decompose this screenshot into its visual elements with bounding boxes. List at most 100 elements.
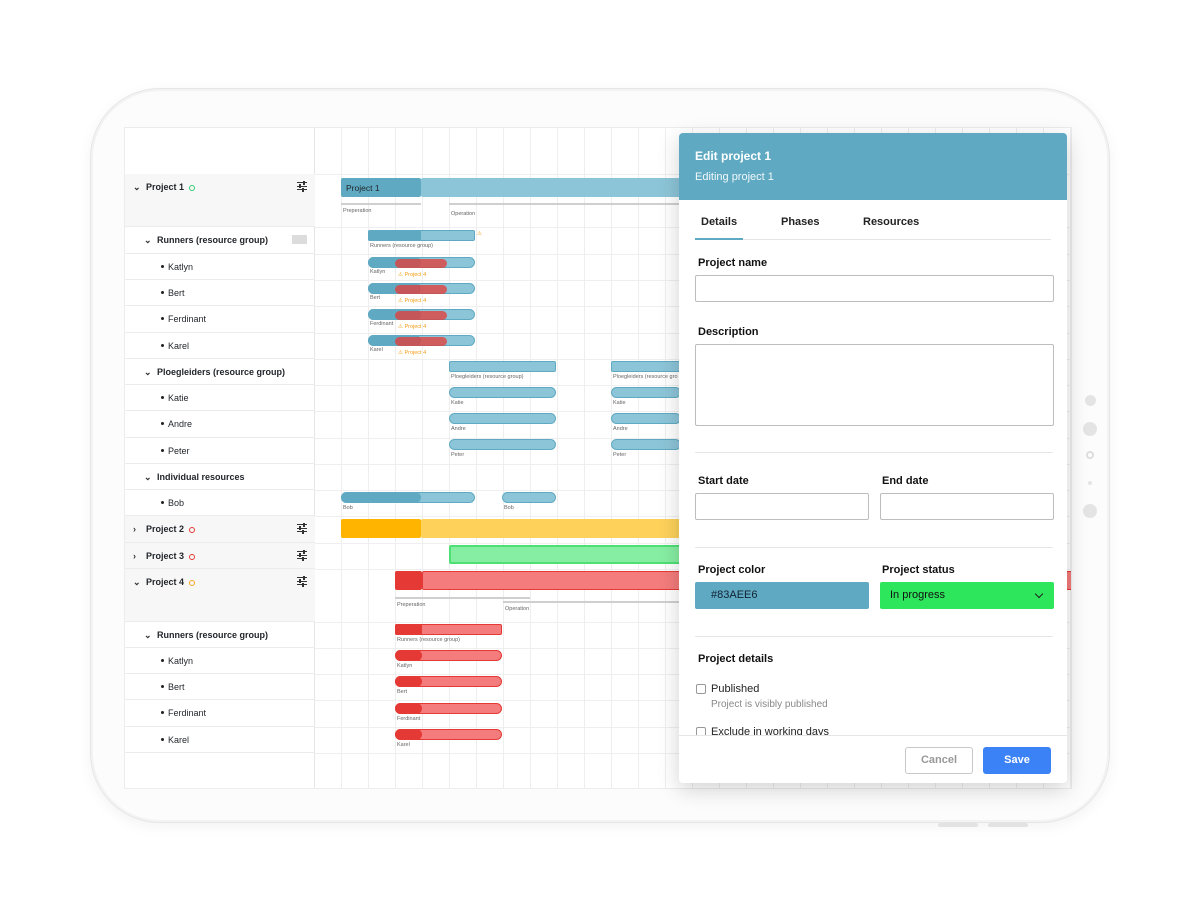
resource-bar[interactable] bbox=[449, 439, 556, 450]
grid-column-line bbox=[449, 128, 450, 788]
project-1-bar[interactable] bbox=[341, 178, 421, 197]
sliders-icon[interactable] bbox=[297, 522, 307, 534]
resource-bar-done[interactable] bbox=[368, 283, 421, 294]
project-2-bar[interactable] bbox=[341, 519, 421, 538]
resource-bar-done[interactable] bbox=[395, 729, 422, 740]
chevron-right-icon[interactable]: › bbox=[133, 551, 136, 561]
tab-phases[interactable]: Phases bbox=[781, 216, 820, 228]
resource-bar[interactable] bbox=[611, 413, 681, 424]
tree-row-person[interactable]: Ferdinant bbox=[125, 700, 315, 727]
tree-row-group[interactable]: ⌄ Individual resources bbox=[125, 464, 315, 490]
resource-bar[interactable] bbox=[502, 492, 556, 503]
resource-bar[interactable] bbox=[449, 413, 556, 424]
bar-label: Katie bbox=[613, 400, 626, 406]
tree-row-project-2[interactable]: › Project 2 bbox=[125, 516, 315, 543]
tab-resources[interactable]: Resources bbox=[863, 216, 920, 228]
tree-row-project-4[interactable]: ⌄ Project 4 bbox=[125, 569, 315, 622]
tree-row-person[interactable]: Peter bbox=[125, 438, 315, 464]
tree-row-person[interactable]: Karel bbox=[125, 727, 315, 753]
sliders-icon[interactable] bbox=[297, 180, 307, 192]
tree-row-person[interactable]: Katie bbox=[125, 385, 315, 411]
tree-row-person[interactable]: Bert bbox=[125, 674, 315, 700]
project-status-select[interactable]: In progress bbox=[880, 582, 1054, 609]
resource-bar-done[interactable] bbox=[368, 309, 421, 320]
person-label: Karel bbox=[168, 341, 190, 351]
tree-row-person[interactable]: Karel bbox=[125, 333, 315, 359]
grid-column-line bbox=[665, 128, 666, 788]
tree-row-project-3[interactable]: › Project 3 bbox=[125, 543, 315, 569]
sliders-icon[interactable] bbox=[297, 575, 307, 587]
description-textarea[interactable] bbox=[695, 344, 1054, 426]
phase-line bbox=[341, 203, 421, 205]
end-date-input[interactable] bbox=[880, 493, 1054, 520]
group-bar-done[interactable] bbox=[395, 624, 422, 635]
conflict-bar[interactable] bbox=[395, 285, 447, 294]
chevron-right-icon[interactable]: › bbox=[133, 524, 136, 534]
tree-row-group[interactable]: ⌄ Ploegleiders (resource group) bbox=[125, 359, 315, 385]
project-label: Project 3 bbox=[146, 551, 185, 561]
project-1-bar-remaining[interactable] bbox=[421, 178, 721, 197]
conflict-bar[interactable] bbox=[395, 311, 447, 320]
chevron-down-icon[interactable]: ⌄ bbox=[133, 182, 141, 192]
bar-label: Andre bbox=[613, 426, 628, 432]
gantt-screen: ⌄ Project 1 ⌄ Runners (resource group) K… bbox=[124, 127, 1072, 789]
tree-row-person[interactable]: Katlyn bbox=[125, 648, 315, 674]
resource-bar-done[interactable] bbox=[395, 650, 422, 661]
person-label: Peter bbox=[168, 446, 190, 456]
tree-row-group[interactable]: ⌄ Runners (resource group) bbox=[125, 622, 315, 648]
chevron-down-icon[interactable]: ⌄ bbox=[144, 235, 152, 245]
group-bar[interactable] bbox=[611, 361, 681, 372]
phase-label: Operation bbox=[451, 211, 476, 217]
person-label: Bob bbox=[168, 498, 185, 508]
tree-row-person[interactable]: Bert bbox=[125, 280, 315, 306]
resource-bar-done[interactable] bbox=[368, 257, 421, 268]
resource-tree: ⌄ Project 1 ⌄ Runners (resource group) K… bbox=[125, 128, 315, 788]
tree-row-person[interactable]: Katlyn bbox=[125, 254, 315, 280]
cancel-button[interactable]: Cancel bbox=[905, 747, 973, 774]
conflict-bar[interactable] bbox=[395, 337, 447, 346]
project-name-input[interactable] bbox=[695, 275, 1054, 302]
tab-details[interactable]: Details bbox=[694, 216, 744, 240]
bullet-icon bbox=[161, 422, 164, 425]
sliders-icon[interactable] bbox=[297, 549, 307, 561]
resource-bar-done[interactable] bbox=[395, 676, 422, 687]
start-date-input[interactable] bbox=[695, 493, 869, 520]
tree-row-group[interactable]: ⌄ Runners (resource group) bbox=[125, 227, 315, 254]
tree-row-person[interactable]: Bob bbox=[125, 490, 315, 516]
project-2-bar-remaining[interactable] bbox=[421, 519, 721, 538]
grid-column-line bbox=[476, 128, 477, 788]
phase-label: Preperation bbox=[397, 602, 426, 608]
chevron-down-icon[interactable]: ⌄ bbox=[144, 472, 152, 482]
resource-bar[interactable] bbox=[611, 439, 681, 450]
published-checkbox[interactable] bbox=[696, 684, 706, 694]
project-4-bar[interactable] bbox=[395, 571, 422, 590]
resource-bar[interactable] bbox=[449, 387, 556, 398]
bullet-icon bbox=[161, 659, 164, 662]
group-bar[interactable] bbox=[449, 361, 556, 372]
group-bar-done[interactable] bbox=[368, 230, 421, 241]
resource-bar-done[interactable] bbox=[395, 703, 422, 714]
chevron-down-icon[interactable]: ⌄ bbox=[144, 630, 152, 640]
save-button[interactable]: Save bbox=[983, 747, 1051, 774]
resource-bar[interactable] bbox=[611, 387, 681, 398]
conflict-label: ⚠ Project 4 bbox=[398, 298, 427, 304]
status-dot bbox=[189, 526, 196, 533]
status-dot bbox=[189, 184, 196, 191]
person-label: Ferdinant bbox=[168, 314, 207, 324]
bullet-icon bbox=[161, 685, 164, 688]
edit-project-dialog: Edit project 1 Editing project 1 Details… bbox=[679, 133, 1067, 783]
grid-column-line bbox=[368, 128, 369, 788]
chevron-down-icon[interactable]: ⌄ bbox=[133, 577, 141, 587]
project-color-picker[interactable]: #83AEE6 bbox=[695, 582, 869, 609]
divider bbox=[695, 636, 1053, 637]
resource-bar-done[interactable] bbox=[368, 335, 421, 346]
tree-row-project-1[interactable]: ⌄ Project 1 bbox=[125, 174, 315, 227]
resource-bar-done[interactable] bbox=[341, 492, 421, 503]
chevron-down-icon[interactable]: ⌄ bbox=[144, 367, 152, 377]
bar-label: Karel bbox=[370, 347, 383, 353]
person-label: Katlyn bbox=[168, 656, 194, 666]
end-date-label: End date bbox=[882, 475, 929, 487]
tree-row-person[interactable]: Ferdinant bbox=[125, 306, 315, 333]
tree-row-person[interactable]: Andre bbox=[125, 411, 315, 438]
conflict-bar[interactable] bbox=[395, 259, 447, 268]
